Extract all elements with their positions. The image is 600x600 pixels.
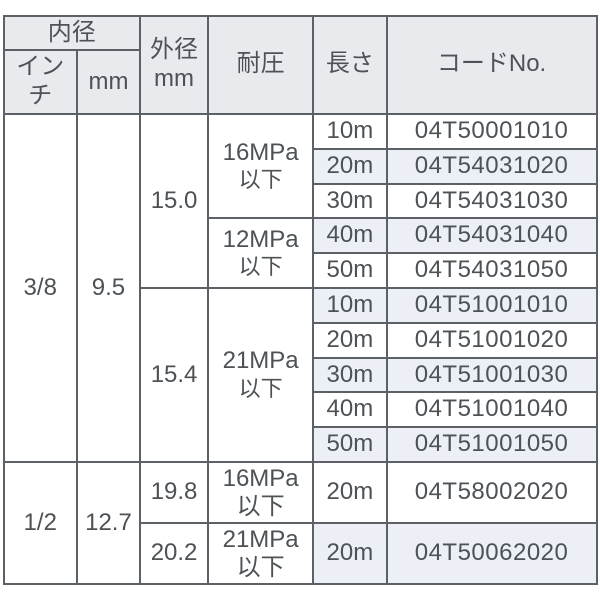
cell-outer-dia: 20.2 — [140, 523, 208, 584]
cell-pressure: 21MPa以下 — [208, 288, 313, 462]
cell-length: 40m — [313, 218, 386, 253]
cell-length: 10m — [313, 114, 386, 149]
cell-length: 20m — [313, 323, 386, 358]
cell-length: 20m — [313, 523, 386, 584]
cell-pressure: 16MPa以下 — [208, 462, 313, 523]
table-row: 3/89.515.016MPa以下10m04T50001010 — [4, 114, 597, 149]
cell-length: 20m — [313, 149, 386, 184]
cell-length: 20m — [313, 462, 386, 523]
cell-code: 04T51001010 — [387, 288, 597, 323]
hdr-length: 長さ — [313, 16, 386, 114]
spec-sheet: 内径 外径mm 耐圧 長さ コードNo. インチ mm 3/89.515.016… — [3, 15, 598, 586]
cell-code: 04T51001050 — [387, 427, 597, 462]
cell-code: 04T54031030 — [387, 184, 597, 219]
cell-pressure: 12MPa以下 — [208, 218, 313, 288]
cell-pressure: 21MPa以下 — [208, 523, 313, 584]
cell-code: 04T58002020 — [387, 462, 597, 523]
cell-mm: 12.7 — [77, 462, 140, 584]
cell-code: 04T51001040 — [387, 392, 597, 427]
cell-outer-dia: 15.4 — [140, 288, 208, 462]
cell-code: 04T50001010 — [387, 114, 597, 149]
hdr-inch: インチ — [4, 50, 77, 114]
hdr-mm: mm — [77, 50, 140, 114]
hdr-outer-dia: 外径mm — [140, 16, 208, 114]
cell-length: 30m — [313, 358, 386, 393]
table-body: 3/89.515.016MPa以下10m04T5000101020m04T540… — [4, 114, 597, 584]
cell-length: 50m — [313, 253, 386, 288]
cell-pressure: 16MPa以下 — [208, 114, 313, 218]
cell-length: 40m — [313, 392, 386, 427]
hdr-pressure: 耐圧 — [208, 16, 313, 114]
hdr-inner-dia: 内径 — [4, 16, 140, 51]
cell-code: 04T51001030 — [387, 358, 597, 393]
cell-length: 10m — [313, 288, 386, 323]
cell-inch: 1/2 — [4, 462, 77, 584]
hdr-code: コードNo. — [387, 16, 597, 114]
cell-code: 04T54031040 — [387, 218, 597, 253]
cell-outer-dia: 19.8 — [140, 462, 208, 523]
cell-code: 04T54031050 — [387, 253, 597, 288]
cell-length: 30m — [313, 184, 386, 219]
cell-outer-dia: 15.0 — [140, 114, 208, 288]
cell-inch: 3/8 — [4, 114, 77, 462]
cell-code: 04T51001020 — [387, 323, 597, 358]
cell-length: 50m — [313, 427, 386, 462]
cell-code: 04T50062020 — [387, 523, 597, 584]
spec-table: 内径 外径mm 耐圧 長さ コードNo. インチ mm 3/89.515.016… — [3, 15, 598, 586]
table-row: 1/212.719.816MPa以下20m04T58002020 — [4, 462, 597, 523]
cell-mm: 9.5 — [77, 114, 140, 462]
cell-code: 04T54031020 — [387, 149, 597, 184]
